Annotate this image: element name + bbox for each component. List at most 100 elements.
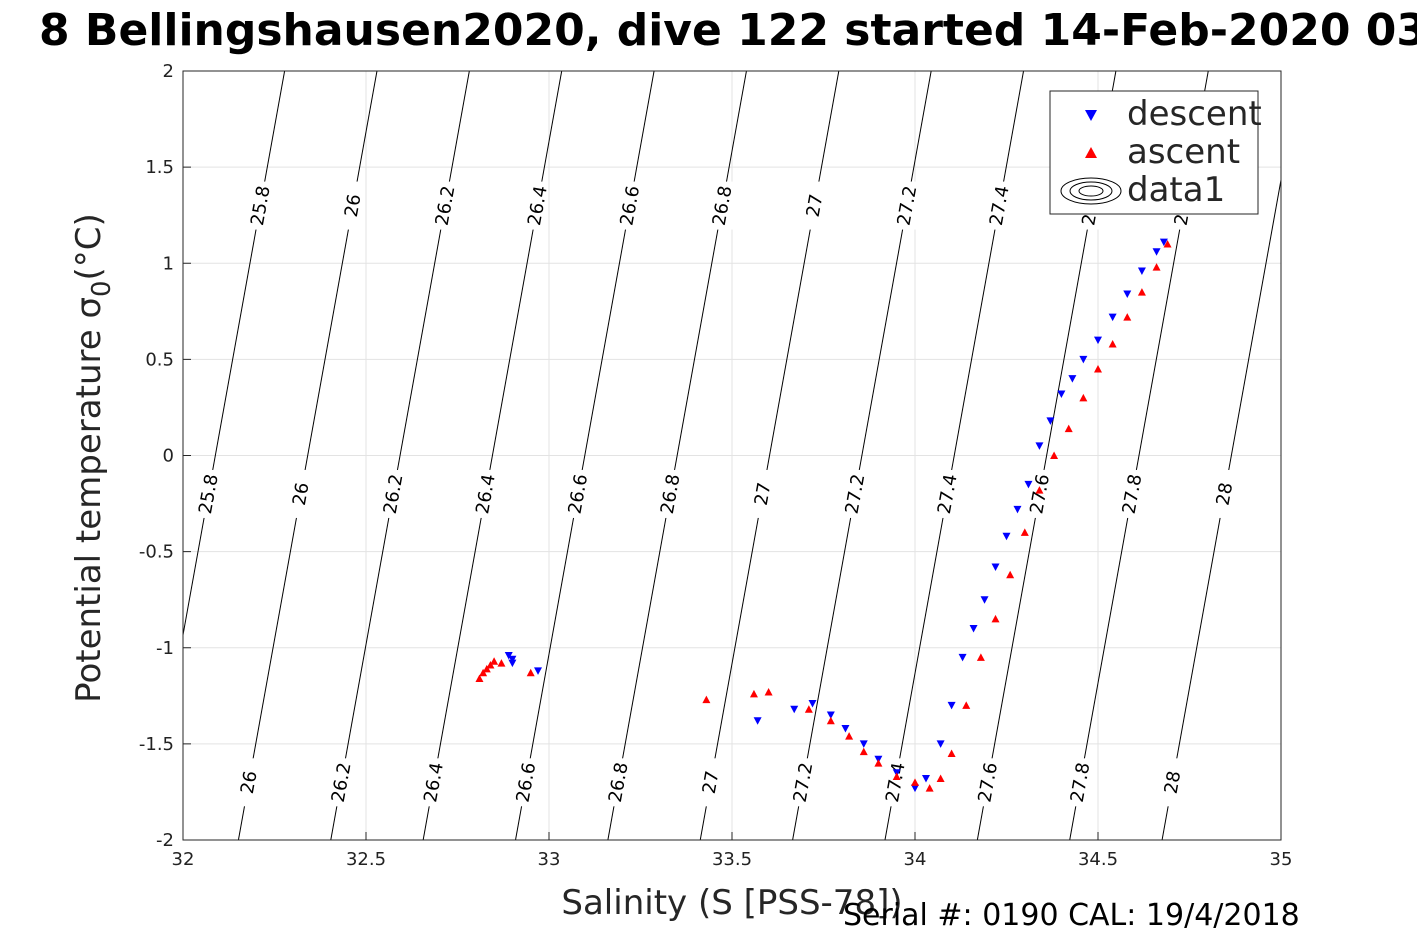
ascent-point (826, 716, 835, 725)
ascent-point (1079, 393, 1088, 402)
ascent-point (845, 732, 854, 740)
contour-label-bg (422, 758, 445, 807)
descent-point (1002, 532, 1011, 541)
ascent-point (991, 614, 1000, 623)
ascent-point (749, 689, 758, 698)
ascent-point (859, 747, 868, 756)
legend-descent-marker (1085, 110, 1097, 121)
descent-point (1024, 480, 1033, 489)
contour-label: 26 (341, 193, 366, 219)
ascent-point (764, 687, 773, 696)
x-tick-label: 33 (538, 849, 561, 870)
contour-label-bg (474, 469, 497, 518)
contour-label-bg (659, 469, 682, 518)
y-axis-label: Potential temperature σ0(°C) (69, 213, 117, 703)
ascent-point (490, 657, 499, 665)
contour-label-bg (237, 758, 260, 807)
contour-label-bg (249, 181, 272, 230)
descent-point (859, 740, 868, 748)
ascent-point (1006, 570, 1015, 579)
descent-point (969, 625, 978, 633)
contour-label-bg (803, 181, 826, 230)
legend-contour-marker (1060, 177, 1122, 205)
descent-point (753, 717, 762, 725)
ascent-point (874, 759, 883, 767)
contour-label-bg (843, 469, 866, 518)
descent-point (1094, 336, 1102, 345)
contour-label-bg (382, 469, 405, 518)
legend-ascent-marker (1085, 147, 1097, 158)
contour-label-bg (1213, 469, 1236, 518)
descent-point (504, 651, 513, 660)
contour-label: 26 (289, 481, 314, 507)
descent-point (508, 659, 517, 668)
legend-ascent-label: ascent (1127, 132, 1240, 172)
descent-point (1057, 390, 1066, 398)
ascent-point (1108, 339, 1117, 348)
ascent-point (1020, 528, 1029, 536)
x-axis: 32 32.5 33 33.5 34 34.5 35 (172, 832, 1292, 870)
descent-point (1159, 238, 1168, 247)
descent-point (1013, 505, 1022, 514)
y-axis-label-main: Potential temperature σ (69, 297, 109, 703)
contour-label: 28 (1213, 481, 1238, 507)
y-tick-label: 2 (163, 61, 174, 82)
descent-point (1035, 442, 1044, 450)
y-axis: -2 -1.5 -1 -0.5 0 0.5 1 1.5 2 (139, 61, 191, 851)
contour-label-bg (895, 181, 918, 230)
ascent-point (475, 674, 484, 683)
ascent-point (936, 774, 945, 782)
ascent-point (804, 705, 813, 713)
descent-point (508, 655, 517, 664)
descent-point (1079, 355, 1088, 364)
descent-point (1137, 267, 1146, 275)
contour-label-bg (792, 758, 815, 807)
y-tick-label: 0.5 (145, 349, 174, 370)
ascent-point (1163, 240, 1172, 248)
x-tick-label: 32 (172, 849, 195, 870)
contour-label-bg (607, 758, 630, 807)
ascent-point (1035, 486, 1044, 494)
contour-label: 27 (751, 481, 776, 507)
contour-label-bg (566, 469, 589, 518)
chart-title: 8 Bellingshausen2020, dive 122 started 1… (0, 0, 1417, 62)
descent-point (980, 596, 989, 604)
contour-label-bg (526, 181, 549, 230)
y-tick-label: 1.5 (145, 157, 174, 178)
contour-label-bg (884, 758, 907, 807)
contour-label: 28 (1161, 769, 1186, 795)
contour-label-bg (618, 181, 641, 230)
contour-label-bg (1069, 758, 1092, 807)
chart-title-text: 8 Bellingshausen2020, dive 122 started 1… (38, 5, 1417, 56)
contour-label-bg (936, 469, 959, 518)
descent-point (921, 774, 930, 783)
ascent-point (1064, 424, 1073, 433)
contour-label-bg (289, 469, 312, 518)
contour-label-bg (1161, 758, 1184, 807)
descent-point (911, 784, 919, 793)
data-points (475, 238, 1172, 793)
x-tick-label: 32.5 (346, 849, 386, 870)
descent-point (947, 701, 956, 710)
y-axis-label-unit: (°C) (69, 213, 109, 280)
descent-point (826, 711, 835, 720)
descent-point (991, 563, 1000, 572)
legend: descent ascent data1 (1049, 90, 1262, 215)
contour-label-bg (711, 181, 734, 230)
descent-point (841, 724, 850, 733)
descent-point (958, 653, 967, 662)
descent-point (1068, 375, 1077, 383)
ascent-point (1050, 451, 1059, 459)
contour-line (1161, 177, 1281, 840)
contour-label-bg (197, 469, 220, 518)
ascent-point (947, 749, 956, 757)
x-tick-label: 34.5 (1078, 849, 1118, 870)
ascent-point (1137, 288, 1146, 296)
descent-point (790, 705, 799, 714)
y-axis-label-subscript: 0 (87, 280, 117, 297)
ascent-point (892, 772, 901, 781)
y-tick-label: 0 (163, 446, 174, 467)
descent-point (1046, 417, 1055, 425)
ascent-point (702, 695, 711, 704)
